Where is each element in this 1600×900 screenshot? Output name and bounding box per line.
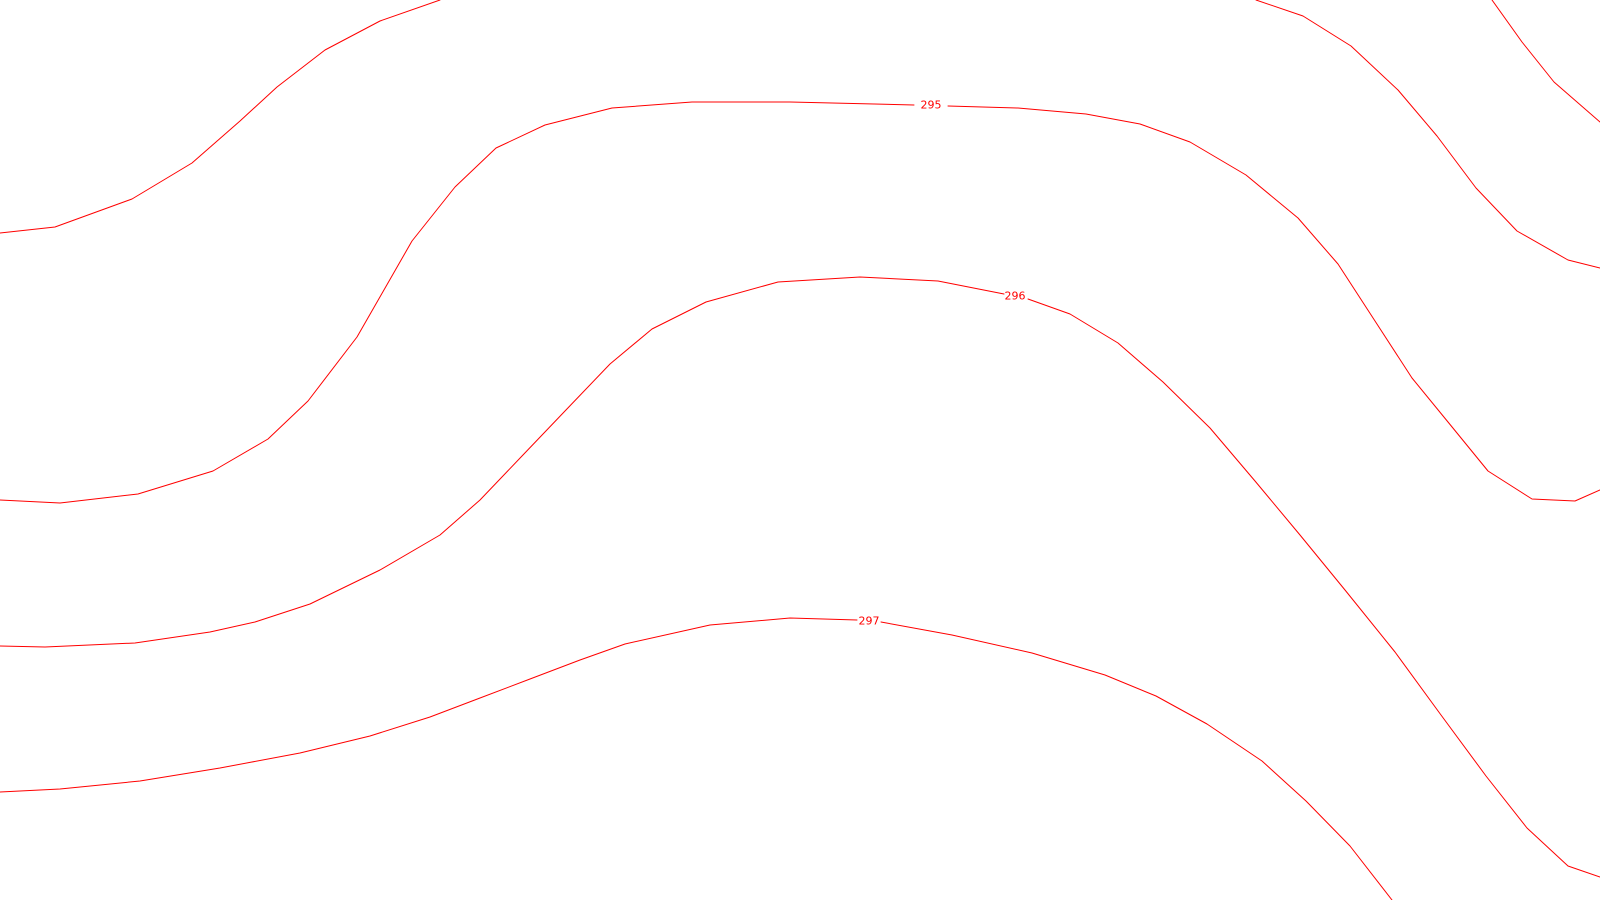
- contour-line-296: [0, 276, 1005, 648]
- contour-label-296: 296: [1005, 290, 1026, 303]
- contour-line-295: [0, 101, 915, 504]
- contour-line: [1255, 0, 1600, 269]
- contour-line-297: [0, 617, 858, 793]
- contour-line-297: [880, 621, 1393, 900]
- contour-line-295: [947, 105, 1600, 502]
- contour-line-296: [1027, 298, 1600, 878]
- contour-line: [1491, 0, 1600, 123]
- contour-label-295: 295: [921, 99, 942, 112]
- contour-line: [0, 0, 441, 234]
- contour-label-297: 297: [859, 615, 880, 628]
